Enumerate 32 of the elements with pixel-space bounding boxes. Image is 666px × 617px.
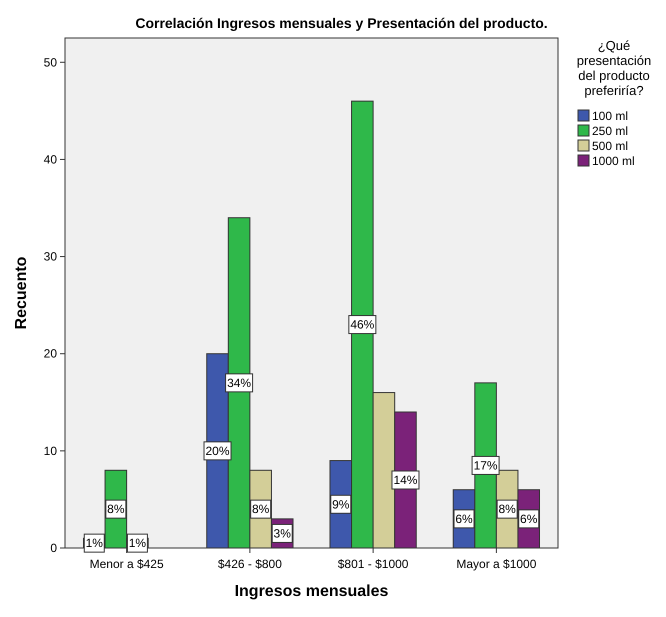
legend-label: 100 ml: [592, 109, 628, 123]
y-tick-label: 50: [44, 55, 58, 70]
y-tick-label: 10: [44, 444, 58, 458]
chart-title: Correlación Ingresos mensuales y Presentación del producto.: [135, 15, 548, 31]
legend-label: 250 ml: [592, 124, 628, 138]
data-label: 9%: [332, 497, 350, 512]
legend-label: 1000 ml: [592, 154, 635, 168]
data-label: 46%: [350, 318, 375, 332]
data-label: 3%: [274, 526, 292, 540]
data-label: 8%: [252, 502, 270, 516]
x-tick-label: Menor a $425: [90, 557, 164, 571]
data-label: 8%: [498, 502, 516, 516]
data-label: 1%: [128, 536, 146, 550]
data-label: 1%: [86, 536, 104, 550]
data-label: 8%: [107, 502, 125, 516]
x-tick-label: $801 - $1000: [338, 557, 409, 571]
data-label: 34%: [227, 376, 252, 390]
y-tick-label: 20: [44, 346, 58, 361]
legend-title: ¿Qué presentación del producto preferiría?: [576, 38, 652, 98]
data-label: 17%: [474, 458, 498, 472]
x-tick-label: $426 - $800: [218, 557, 282, 571]
y-tick-label: 0: [50, 541, 58, 555]
data-label: 20%: [206, 444, 230, 458]
x-axis-title: Ingresos mensuales: [234, 583, 389, 600]
legend-label: 500 ml: [592, 139, 628, 153]
data-label: 6%: [520, 512, 538, 526]
y-tick-label: 40: [44, 152, 58, 166]
x-tick-label: Mayor a $1000: [456, 557, 537, 571]
data-label: 14%: [393, 473, 418, 487]
data-label: 6%: [455, 512, 474, 526]
y-tick-label: 30: [44, 250, 58, 264]
y-axis-title: Recuento: [13, 256, 30, 330]
